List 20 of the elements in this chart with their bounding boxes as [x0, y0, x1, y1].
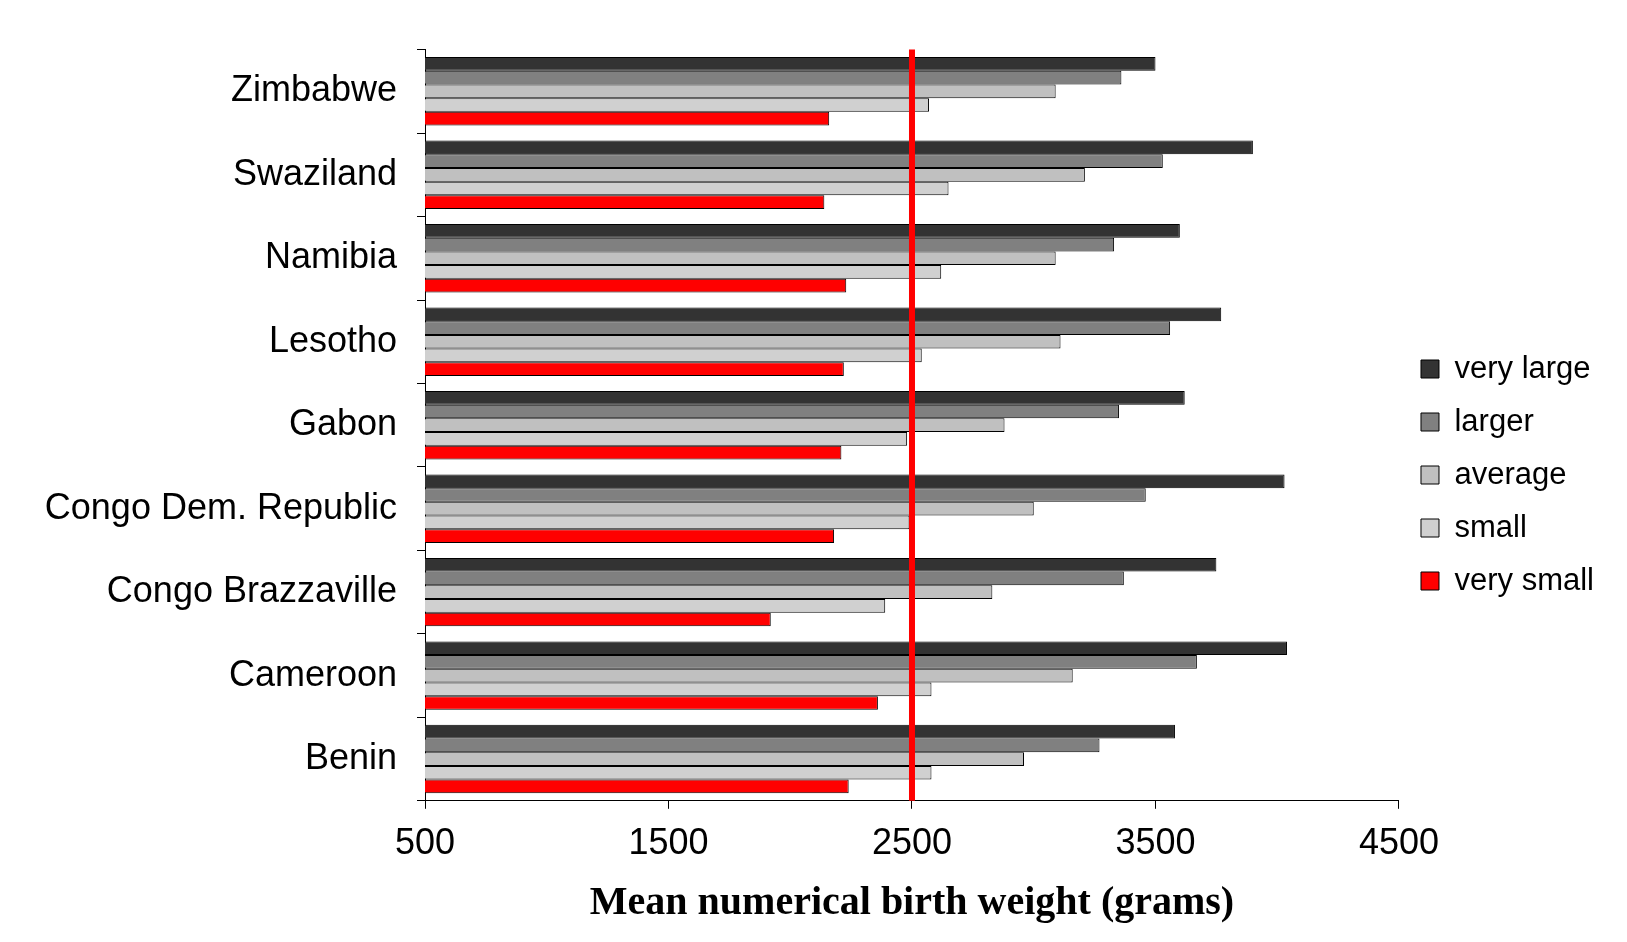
- y-tick-label: Gabon: [288, 402, 397, 444]
- y-tick-label: Congo Dem. Republic: [44, 485, 397, 527]
- x-tick-label: 3500: [1115, 821, 1196, 863]
- legend-label: small: [1454, 508, 1527, 544]
- legend-label: average: [1454, 455, 1567, 491]
- x-tick-label: 4500: [1358, 821, 1440, 863]
- x-tick-label: 1500: [628, 821, 709, 863]
- y-tick-label: Cameroon: [228, 652, 397, 694]
- y-tick-label: Swaziland: [232, 151, 397, 193]
- y-tick-label: Lesotho: [268, 318, 397, 360]
- x-tick-label: 500: [394, 821, 456, 863]
- legend-label: very large: [1454, 349, 1591, 385]
- y-tick-label: Namibia: [264, 235, 398, 277]
- x-axis-title: Mean numerical birth weight (grams): [589, 878, 1235, 924]
- legend-label: larger: [1454, 402, 1534, 438]
- y-tick-label: Congo Brazzaville: [106, 569, 397, 611]
- x-tick-label: 2500: [871, 821, 953, 863]
- y-tick-label: Benin: [304, 735, 397, 777]
- y-tick-label: Zimbabwe: [230, 68, 397, 110]
- legend-label: very small: [1454, 561, 1594, 597]
